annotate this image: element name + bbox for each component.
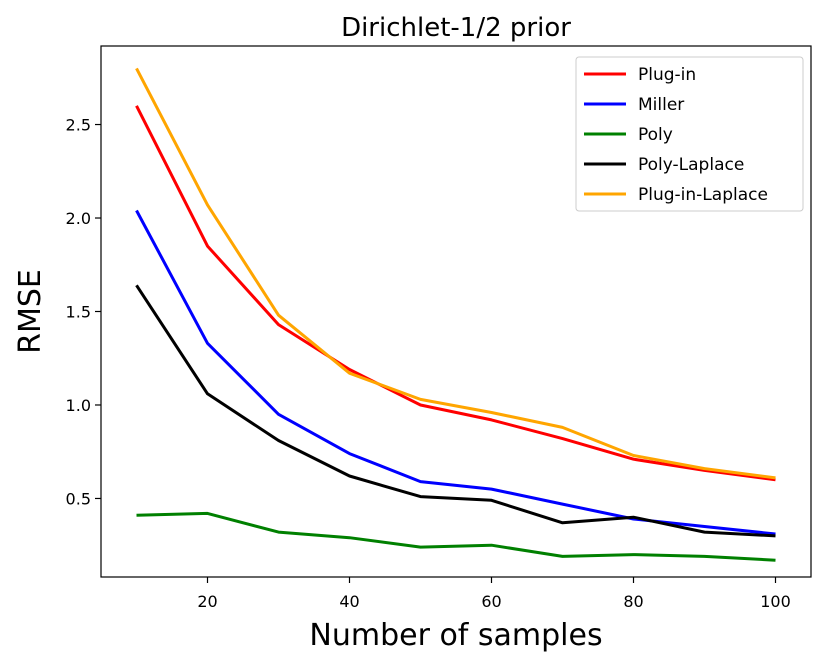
y-axis-title: RMSE: [13, 269, 48, 354]
series-line-plug-in-laplace: [135, 67, 776, 480]
series-line-miller: [135, 209, 776, 536]
x-tick-label: 20: [197, 592, 217, 611]
series-line-poly: [136, 511, 776, 562]
y-axis: 0.5 1.0 1.5 2.0 2.5: [66, 116, 101, 508]
legend-label-poly: Poly: [638, 125, 673, 145]
x-tick-label: 60: [481, 592, 501, 611]
legend-label-plug-in: Plug-in: [638, 65, 696, 85]
y-tick-label: 2.0: [66, 209, 91, 228]
chart-title: Dirichlet-1/2 prior: [341, 13, 571, 43]
legend-label-poly-laplace: Poly-Laplace: [638, 155, 744, 175]
y-tick-label: 0.5: [66, 489, 91, 508]
y-tick-label: 2.5: [66, 116, 91, 135]
x-tick-label: 100: [760, 592, 791, 611]
y-tick-label: 1.0: [66, 396, 91, 415]
series-line-poly-laplace: [135, 284, 776, 538]
y-tick-label: 1.5: [66, 303, 91, 322]
x-tick-label: 80: [623, 592, 643, 611]
x-axis-title: Number of samples: [309, 618, 602, 653]
series-layer: [135, 67, 776, 562]
legend: Plug-in Miller Poly Poly-Laplace Plug-in-Lap…: [575, 56, 804, 212]
legend-label-plug-in-laplace: Plug-in-Laplace: [638, 185, 768, 205]
series-line-plug-in: [135, 105, 776, 482]
legend-label-miller: Miller: [638, 95, 684, 115]
x-axis: 20 40 60 80 100: [197, 577, 791, 611]
x-tick-label: 40: [339, 592, 359, 611]
legend-box: [575, 56, 804, 212]
